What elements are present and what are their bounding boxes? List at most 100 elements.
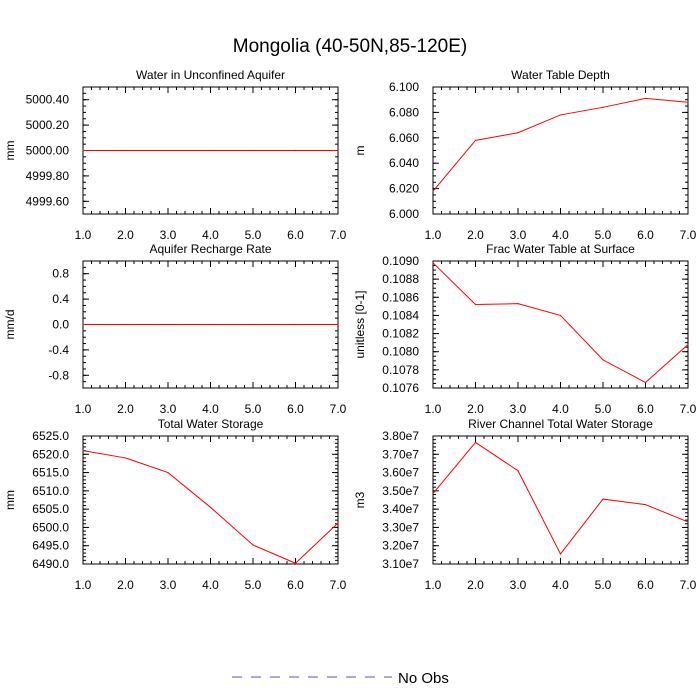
x-tick-label: 3.0 [160,578,177,592]
y-tick-label: 4999.60 [26,194,70,208]
data-point [474,139,477,141]
y-tick-label: 6495.0 [32,539,69,553]
data-point [559,114,562,116]
x-tick-label: 5.0 [595,228,612,242]
x-tick-label: 5.0 [595,402,612,416]
x-tick-label: 3.0 [510,402,527,416]
x-tick-label: 1.0 [75,228,92,242]
y-tick-label: 3.50e7 [382,484,419,498]
figure-title: Mongolia (40-50N,85-120E) [233,36,467,57]
legend-label-no-obs: No Obs [398,670,449,687]
x-tick-label: 7.0 [330,578,347,592]
data-point [432,493,434,495]
y-tick-label: 0.1090 [382,254,419,268]
y-tick-label: 6515.0 [32,466,69,480]
chart-title: River Channel Total Water Storage [468,417,653,431]
x-tick-label: 7.0 [330,402,347,416]
data-point [517,470,519,472]
x-tick-label: 3.0 [510,578,527,592]
chart-panel-4: Frac Water Table at Surface unitless [0-1… [353,242,697,416]
y-tick-label: 0.1086 [382,290,419,304]
y-tick-label: 6500.0 [32,520,69,534]
y-tick-label: 3.30e7 [382,520,419,534]
data-point [602,498,604,500]
y-tick-label: 5000.20 [26,118,70,132]
x-tick-label: 4.0 [202,402,219,416]
x-tick-label: 4.0 [552,228,569,242]
series-line-1850_143 [432,262,689,384]
chart-title: Water in Unconfined Aquifer [136,68,285,82]
x-tick-label: 1.0 [425,402,442,416]
y-axis-label: m [353,146,367,156]
plot-frame [432,86,689,215]
y-tick-label: 6.100 [389,80,419,94]
y-tick-label: 6510.0 [32,484,69,498]
x-tick-label: 4.0 [552,402,569,416]
x-tick-label: 6.0 [287,228,304,242]
data-point [644,381,647,384]
plot-frame [432,435,689,565]
data-point [124,323,127,326]
x-tick-label: 2.0 [117,578,134,592]
y-axis-label: unitless [0-1] [353,290,367,358]
series-line-1850_143 [432,441,689,555]
data-point [252,323,254,326]
x-tick-label: 3.0 [510,228,527,242]
plot-frame [432,260,689,389]
y-tick-label: 6490.0 [32,557,69,571]
x-tick-label: 1.0 [75,402,92,416]
data-point [517,303,519,305]
y-tick-label: 6525.0 [32,429,69,443]
x-tick-label: 7.0 [680,578,697,592]
y-tick-label: 0.1082 [382,327,419,341]
x-tick-label: 4.0 [552,578,569,592]
chart-panel-6: River Channel Total Water Storage m3 3.10e… [353,417,697,592]
y-tick-label: 0.8 [52,267,69,281]
x-tick-label: 7.0 [680,228,697,242]
y-tick-label: 0.1076 [382,381,419,395]
data-point [432,262,434,264]
x-tick-label: 6.0 [637,402,654,416]
data-point [294,562,297,564]
y-tick-label: 6.080 [389,105,419,119]
data-point [82,149,84,152]
data-point [602,359,604,361]
x-tick-label: 1.0 [75,578,92,592]
data-point [124,457,127,459]
x-tick-label: 2.0 [467,228,484,242]
x-tick-label: 7.0 [330,228,347,242]
y-tick-label: 5000.40 [26,93,70,107]
data-point [602,106,604,108]
y-tick-label: 6520.0 [32,447,69,461]
x-tick-label: 4.0 [202,228,219,242]
chart-title: Water Table Depth [511,68,610,82]
series-line-1850_143 [432,97,689,192]
data-point [687,101,689,103]
x-tick-label: 1.0 [425,578,442,592]
data-point [82,450,84,452]
data-point [209,323,212,326]
y-tick-label: 0.1080 [382,345,419,359]
y-tick-label: 3.40e7 [382,502,419,516]
data-point [517,132,519,134]
y-tick-label: 3.60e7 [382,466,419,480]
y-tick-label: 4999.80 [26,169,70,183]
data-point [559,314,562,317]
y-tick-label: 3.70e7 [382,447,419,461]
chart-panels: Water in Unconfined Aquifer mm 4999.60 4999… [3,68,697,592]
y-tick-label: 6.020 [389,182,419,196]
data-point [559,553,562,555]
data-point [337,149,339,152]
y-tick-label: 6505.0 [32,502,69,516]
data-point [167,471,169,474]
x-tick-label: 4.0 [202,578,219,592]
data-point [294,149,297,152]
chart-title: Total Water Storage [158,417,264,431]
data-point [687,343,689,346]
y-tick-label: 0.1088 [382,272,419,286]
data-point [337,323,339,326]
x-tick-label: 2.0 [117,228,134,242]
x-tick-label: 5.0 [245,578,262,592]
plot-frame [82,435,339,565]
